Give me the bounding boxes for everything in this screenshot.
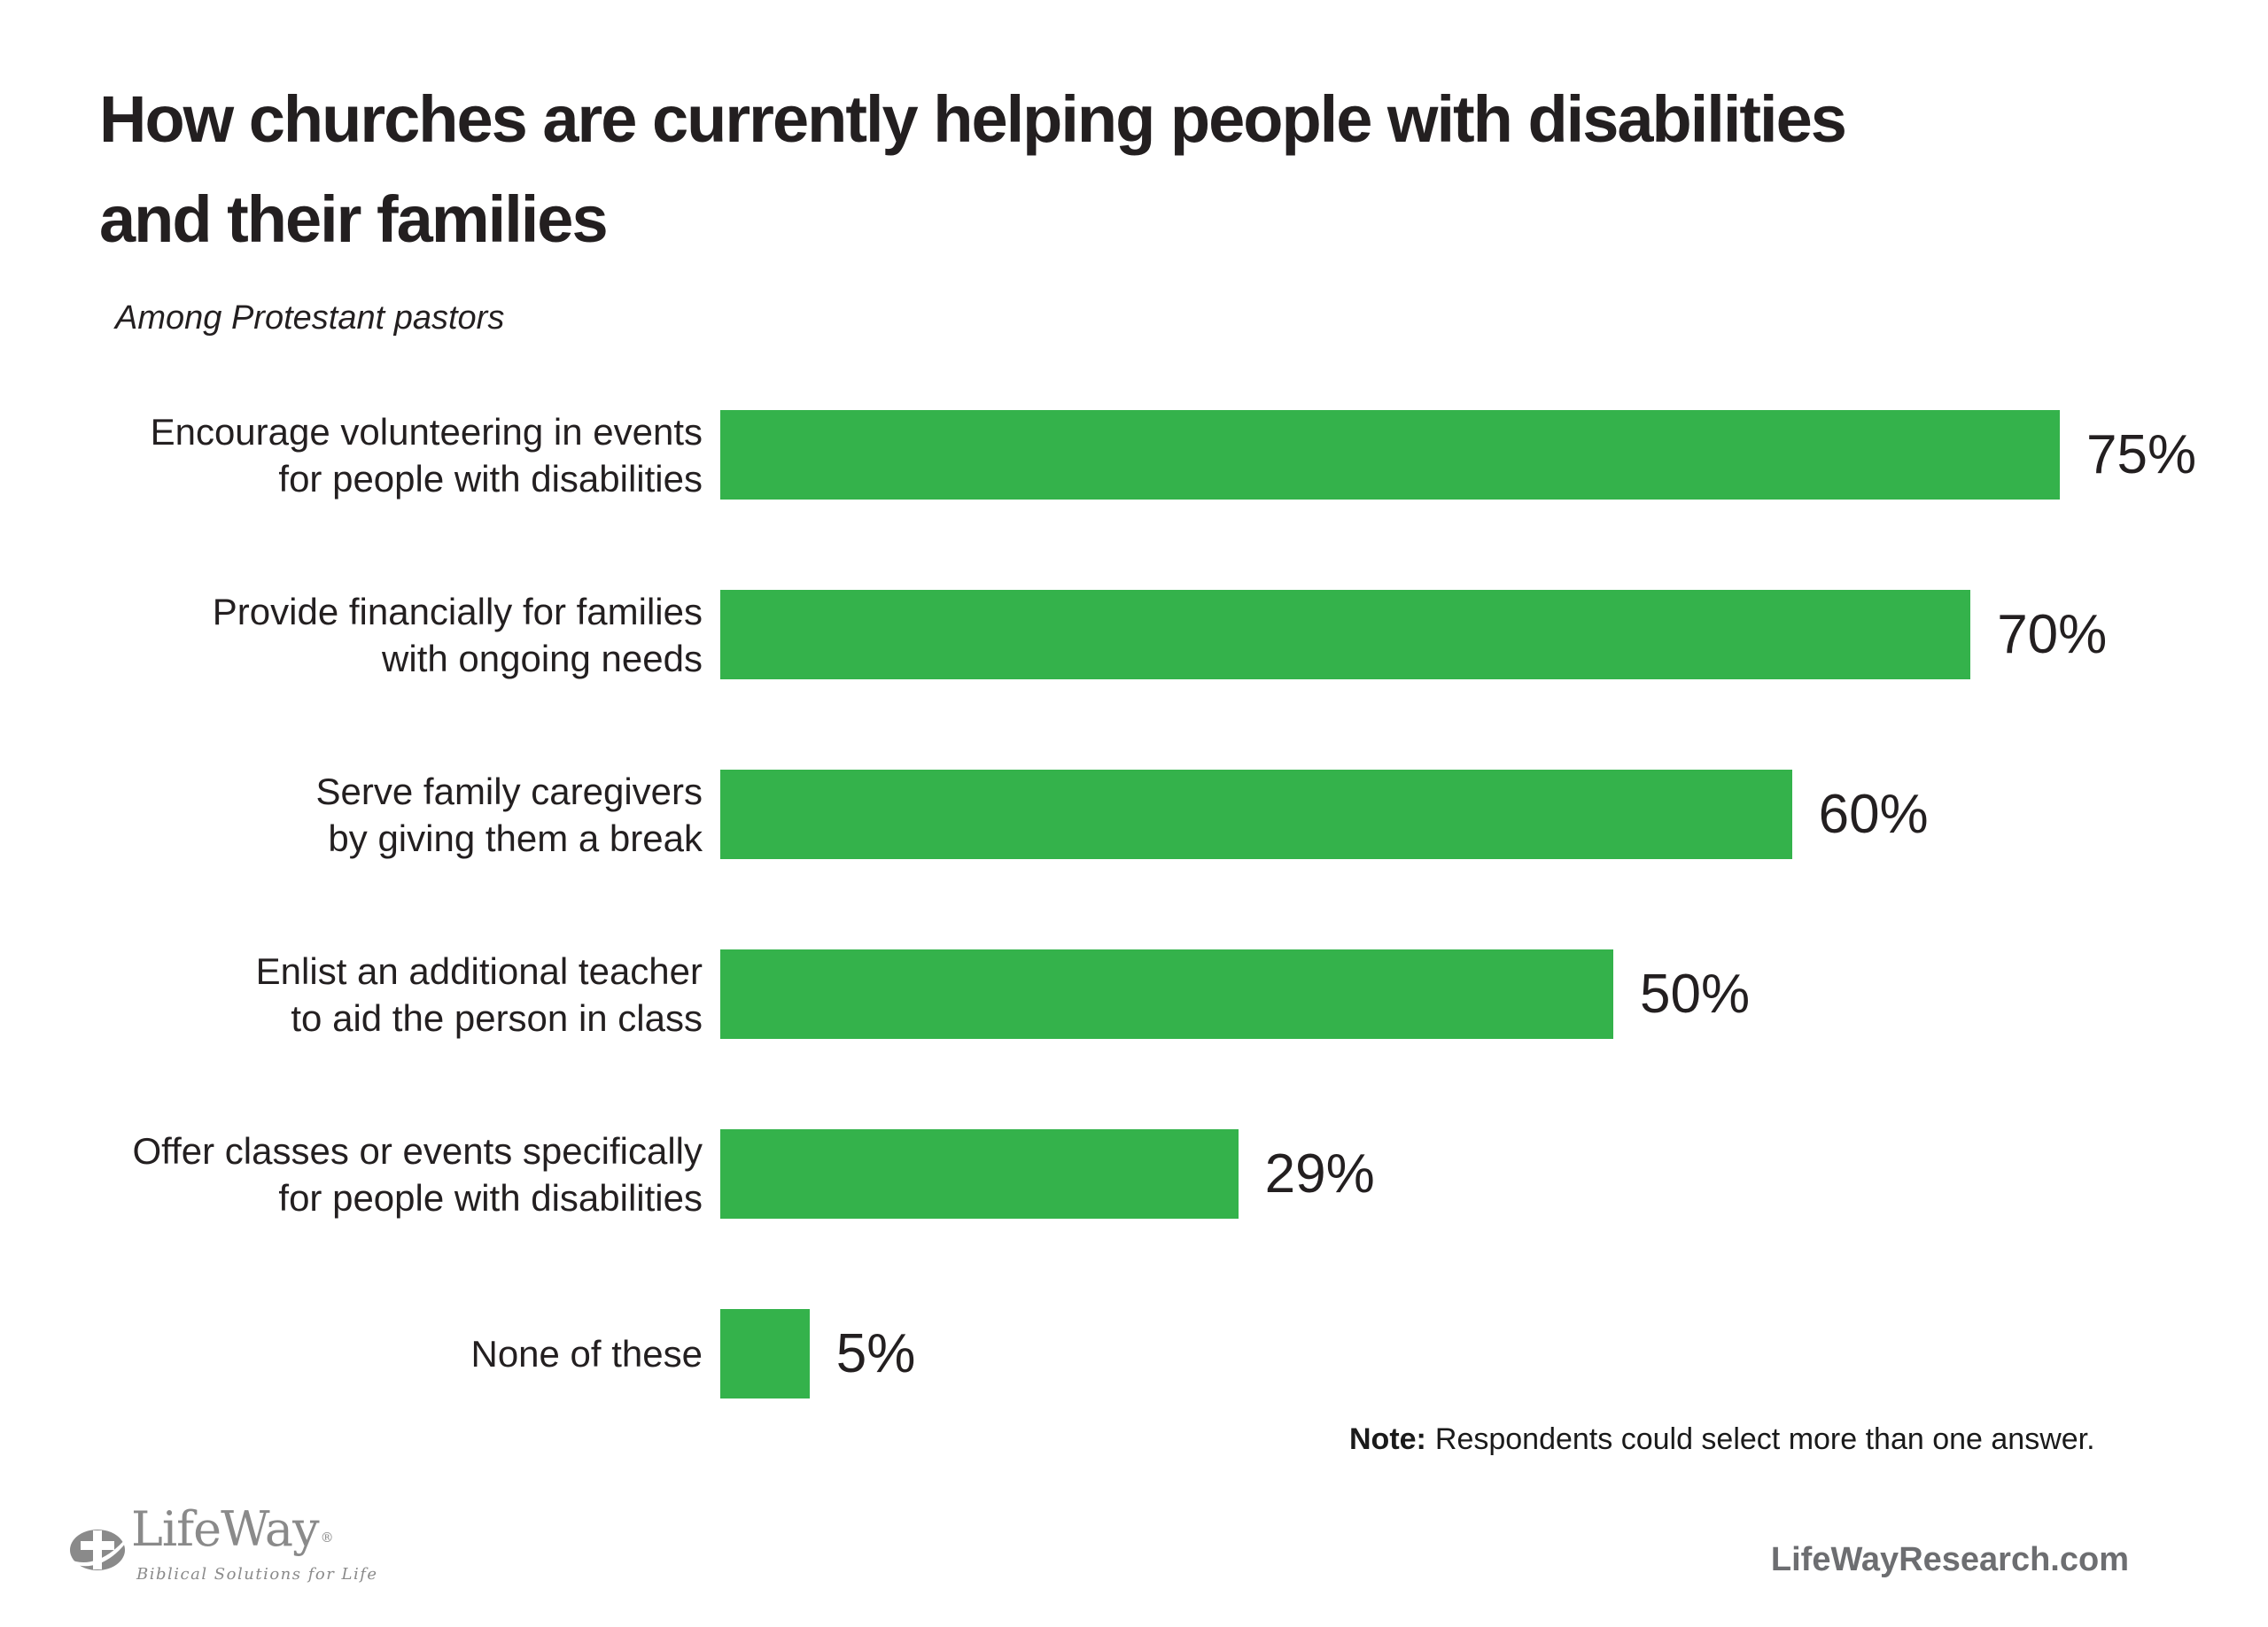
page-title-line2: and their families — [99, 182, 609, 256]
bar-value: 60% — [1818, 784, 1929, 845]
bar-label-line: for people with disabilities — [278, 457, 703, 500]
note-text: Respondents could select more than one a… — [1434, 1422, 2095, 1456]
bar-value: 70% — [1997, 604, 2108, 665]
bar-row: Encourage volunteering in events for peop… — [71, 365, 2215, 545]
logo-wordmark: LifeWay ® — [131, 1504, 378, 1563]
bar-label-line: Enlist an additional teacher — [255, 949, 703, 992]
bar-label-line: to aid the person in class — [291, 996, 703, 1039]
logo-tagline: Biblical Solutions for Life — [136, 1565, 378, 1584]
bar-row: Serve family caregivers by giving them a … — [71, 724, 2215, 904]
bar — [720, 949, 1613, 1039]
bar — [720, 410, 2060, 500]
bar-row: Enlist an additional teacher to aid the p… — [71, 904, 2215, 1084]
bar-value: 75% — [2086, 424, 2197, 485]
bar-value: 29% — [1264, 1143, 1375, 1205]
bar-label-line: Offer classes or events specifically — [132, 1129, 703, 1172]
bar-label-line: for people with disabilities — [278, 1176, 703, 1219]
bar-row: Offer classes or events specifically for … — [71, 1084, 2215, 1264]
lifeway-globe-cross-icon — [69, 1530, 126, 1570]
chart-subtitle: Among Protestant pastors — [115, 299, 505, 337]
website-link[interactable]: LifeWayResearch.com — [1770, 1541, 2129, 1578]
bar-label-line: with ongoing needs — [382, 637, 703, 679]
note: Note: Respondents could select more than … — [1349, 1422, 2095, 1457]
bar — [720, 770, 1792, 859]
bar-label: Offer classes or events specifically for … — [71, 1127, 703, 1221]
bar-label: Enlist an additional teacher to aid the p… — [71, 948, 703, 1042]
bar-row: None of these 5% — [71, 1264, 2215, 1444]
logo-name: LifeWay — [131, 1501, 320, 1557]
bar-value: 50% — [1640, 964, 1751, 1025]
bar-label-line: Encourage volunteering in events — [150, 410, 703, 453]
bar — [720, 590, 1971, 679]
bar-label-line: Provide financially for families — [212, 590, 703, 632]
bar-row: Provide financially for families with ong… — [71, 545, 2215, 724]
note-label: Note: — [1349, 1422, 1426, 1456]
page-title-line1: How churches are currently helping peopl… — [99, 82, 1847, 156]
bar-label-line: by giving them a break — [328, 817, 703, 859]
page-title: How churches are currently helping peopl… — [99, 69, 2225, 269]
bar-value: 5% — [835, 1323, 916, 1384]
bar — [720, 1309, 810, 1398]
bar-rows: Encourage volunteering in events for peop… — [71, 365, 2215, 1444]
bar-label-line: Serve family caregivers — [315, 770, 703, 812]
registered-mark-icon: ® — [320, 1530, 334, 1546]
bar-label: None of these — [71, 1330, 703, 1377]
bar-label: Serve family caregivers by giving them a … — [71, 768, 703, 862]
bar-label-line: None of these — [470, 1333, 703, 1375]
bar-chart: Encourage volunteering in events for peop… — [71, 365, 2215, 1444]
lifeway-logo: LifeWay ® Biblical Solutions for Life — [69, 1504, 378, 1591]
logo-text-block: LifeWay ® Biblical Solutions for Life — [131, 1504, 378, 1584]
bar — [720, 1129, 1239, 1219]
bar-label: Provide financially for families with ong… — [71, 588, 703, 682]
bar-label: Encourage volunteering in events for peop… — [71, 408, 703, 502]
